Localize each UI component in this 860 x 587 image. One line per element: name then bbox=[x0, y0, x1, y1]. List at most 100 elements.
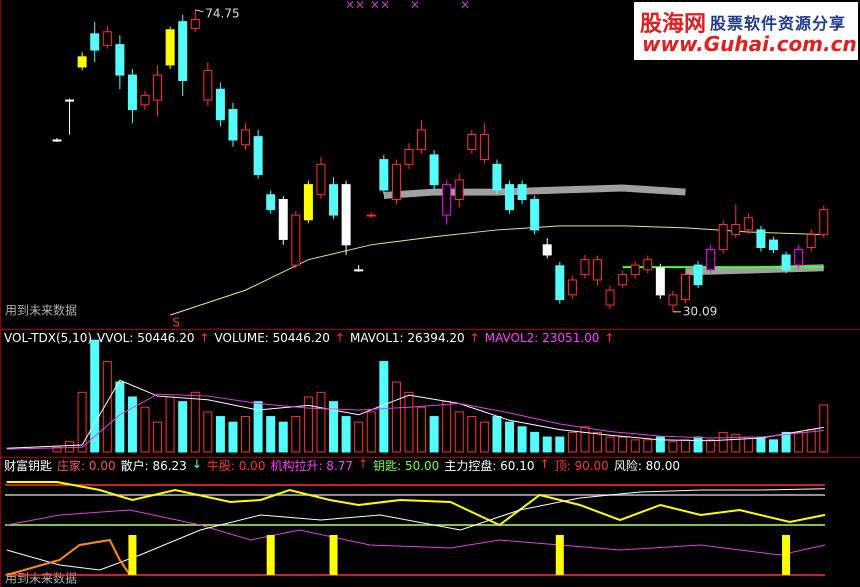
volume-bar bbox=[190, 391, 200, 453]
indicator-line bbox=[6, 488, 826, 571]
candle-body bbox=[655, 267, 665, 296]
candle-body bbox=[517, 184, 527, 201]
header-item: ↑ bbox=[604, 331, 615, 345]
candle-body bbox=[756, 229, 766, 249]
candle-body bbox=[366, 214, 376, 217]
candle-body bbox=[806, 234, 816, 249]
header-item: 机构拉升: 8.77 bbox=[270, 459, 354, 473]
candle-body bbox=[643, 259, 653, 271]
candle-body bbox=[303, 184, 313, 221]
volume-bar bbox=[102, 361, 112, 453]
candle-body bbox=[442, 184, 452, 216]
header-item: 钥匙: 50.00 bbox=[373, 459, 440, 473]
candle-body bbox=[165, 29, 175, 66]
volume-bar bbox=[630, 439, 640, 453]
candle-body bbox=[580, 259, 590, 276]
volume-bar bbox=[65, 441, 75, 453]
volume-bar bbox=[379, 361, 389, 453]
candle-body bbox=[768, 239, 778, 251]
volume-bar bbox=[127, 396, 137, 453]
indicator-line bbox=[6, 538, 131, 576]
top-mark: × bbox=[460, 0, 470, 12]
candle-body bbox=[693, 264, 703, 286]
volume-bar bbox=[178, 401, 188, 453]
candle-body bbox=[90, 33, 100, 51]
candle-body bbox=[215, 88, 225, 121]
candle-body bbox=[153, 74, 163, 101]
volume-bar bbox=[681, 439, 690, 453]
header-item: 主力控盘: 60.10 bbox=[444, 459, 535, 473]
header-item: VOLUME: 50446.20 bbox=[214, 331, 330, 345]
candle-body bbox=[278, 199, 288, 240]
volume-bar bbox=[404, 391, 414, 453]
header-item: MAVOL1: 26394.20 bbox=[349, 331, 465, 345]
volume-bar bbox=[266, 416, 276, 453]
volume-bar bbox=[655, 436, 665, 453]
header-item: ↑ bbox=[334, 331, 345, 345]
candle-body bbox=[127, 74, 137, 111]
volume-bar bbox=[77, 391, 87, 453]
candle-body bbox=[228, 109, 238, 141]
indicator-line bbox=[6, 481, 826, 527]
candle-body bbox=[391, 163, 401, 201]
candle-body bbox=[605, 289, 615, 306]
candle-body bbox=[140, 94, 150, 106]
signal-bar bbox=[782, 535, 791, 575]
volume-bar bbox=[115, 381, 125, 453]
candle-body bbox=[291, 214, 301, 266]
logo-slogan: 股票软件资源分享 bbox=[710, 14, 847, 33]
volume-bar bbox=[52, 446, 62, 453]
volume-bar bbox=[303, 396, 313, 453]
volume-bar bbox=[479, 421, 489, 453]
volume-bar bbox=[291, 416, 301, 453]
logo-url: www.Guhai.com.cn bbox=[642, 32, 857, 56]
volume-bar bbox=[492, 416, 502, 453]
price-line bbox=[169, 225, 824, 316]
volume-bar bbox=[542, 436, 552, 453]
candle-body bbox=[479, 134, 489, 161]
header-item: MAVOL2: 23051.00 bbox=[484, 331, 600, 345]
high-pointer bbox=[195, 9, 204, 13]
volume-bar bbox=[505, 421, 515, 453]
candle-body bbox=[52, 139, 62, 142]
candle-body bbox=[794, 249, 804, 266]
candle-body bbox=[341, 184, 351, 246]
header-item: 散户: 86.23 bbox=[120, 459, 187, 473]
volume-bar bbox=[140, 406, 150, 453]
candle-body bbox=[429, 154, 439, 186]
volume-bar bbox=[643, 439, 653, 453]
volume-bar bbox=[756, 436, 766, 453]
candle-body bbox=[253, 136, 263, 175]
logo-brand: 股海网 bbox=[640, 12, 707, 37]
candle-body bbox=[681, 274, 690, 301]
candle-body bbox=[329, 184, 339, 216]
candle-body bbox=[718, 224, 728, 251]
indicator-line bbox=[6, 509, 826, 556]
volume-bar bbox=[253, 401, 263, 453]
volume-bar bbox=[706, 439, 716, 453]
price-line bbox=[685, 264, 824, 276]
volume-bar bbox=[203, 411, 213, 453]
logo: 股海网 股票软件资源分享 www.Guhai.com.cn bbox=[634, 2, 858, 60]
candle-body bbox=[743, 217, 753, 231]
candle-body bbox=[492, 163, 502, 191]
volume-bar bbox=[605, 436, 615, 453]
volume-bar bbox=[618, 436, 628, 453]
volume-bar bbox=[567, 431, 577, 453]
future-data-warning: 用到未来数据 bbox=[5, 303, 77, 318]
volume-bar bbox=[819, 404, 829, 453]
volume-bar bbox=[731, 433, 741, 453]
header-item: ↑ bbox=[539, 457, 550, 471]
volume-bar bbox=[228, 421, 238, 453]
volume-bar bbox=[354, 421, 364, 453]
top-mark: ×× bbox=[370, 0, 390, 12]
header-item: ↓ bbox=[191, 457, 202, 471]
volume-ma bbox=[6, 393, 824, 450]
volume-bar bbox=[555, 436, 565, 453]
volume-bar bbox=[794, 431, 804, 453]
candle-body bbox=[706, 249, 716, 271]
header-item: 风险: 80.00 bbox=[613, 459, 681, 473]
volume-bar bbox=[593, 431, 603, 453]
header-item: 牛股: 0.00 bbox=[206, 459, 266, 473]
